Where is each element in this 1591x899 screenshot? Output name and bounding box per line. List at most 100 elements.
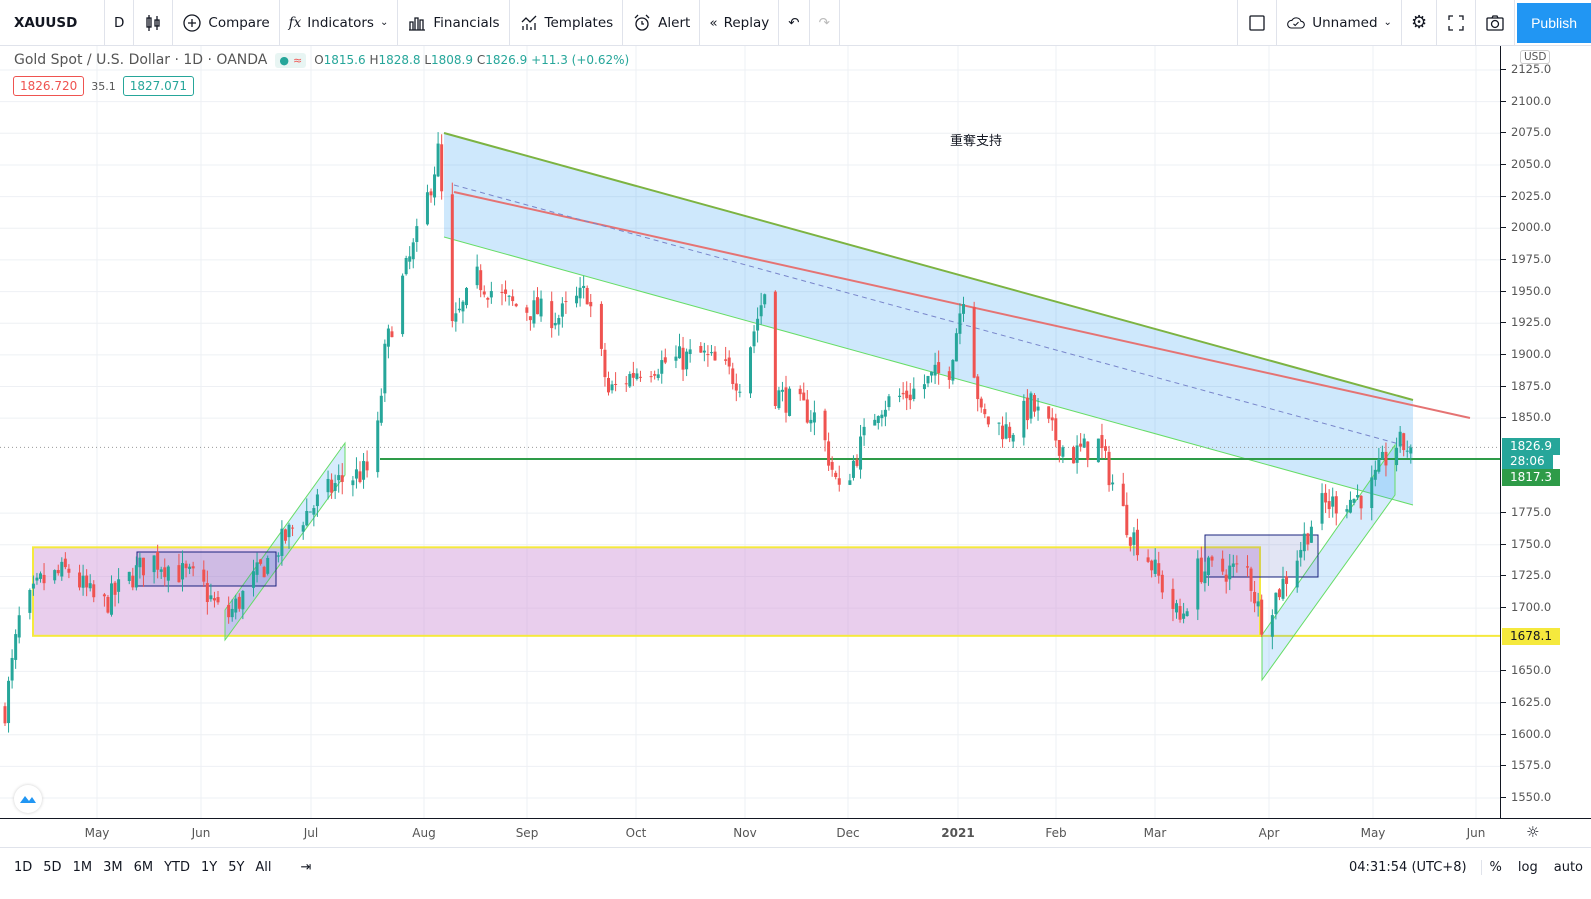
- candle-body: [589, 301, 593, 307]
- layout-name-button[interactable]: Unnamed ⌄: [1277, 0, 1402, 46]
- price-tick: 2025.0: [1500, 188, 1552, 203]
- candle-body: [1004, 424, 1008, 439]
- time-tick: Sep: [515, 826, 539, 840]
- price-chart[interactable]: [0, 46, 1500, 819]
- low-value: 1808.9: [431, 53, 474, 67]
- range-6m[interactable]: 6M: [133, 860, 154, 875]
- compare-button[interactable]: Compare: [173, 0, 280, 46]
- candle-body: [362, 461, 366, 480]
- candles-icon: [146, 14, 161, 31]
- candle-body: [1327, 501, 1331, 510]
- time-tick: Jun: [1466, 826, 1486, 840]
- candle-body: [713, 351, 717, 361]
- candle-body: [1246, 566, 1249, 568]
- indicators-button[interactable]: fx Indicators ⌄: [280, 0, 399, 46]
- range-5d[interactable]: 5D: [43, 860, 62, 875]
- candle-body: [411, 242, 415, 260]
- financials-button[interactable]: Financials: [398, 0, 510, 46]
- range-ytd[interactable]: YTD: [164, 860, 190, 875]
- range-3m[interactable]: 3M: [103, 860, 123, 875]
- time-tick: Jul: [303, 826, 319, 840]
- rewind-icon: «: [709, 14, 718, 31]
- auto-toggle[interactable]: auto: [1553, 860, 1583, 875]
- candle-body: [259, 559, 263, 564]
- price-tick: 1850.0: [1500, 410, 1552, 425]
- candle-body: [1281, 578, 1285, 599]
- goto-date-icon[interactable]: ⇥: [300, 860, 312, 875]
- replay-label: Replay: [723, 14, 770, 31]
- close-value: 1826.9: [485, 53, 528, 67]
- templates-button[interactable]: Templates: [510, 0, 624, 46]
- log-toggle[interactable]: log: [1517, 860, 1538, 875]
- range-all[interactable]: All: [255, 860, 272, 875]
- time-axis[interactable]: ☼ May Jun Jul Aug Sep Oct Nov Dec 2021 Feb Mar Apr M…: [0, 818, 1591, 847]
- range-1d[interactable]: 1D: [14, 860, 33, 875]
- candle-body: [482, 291, 486, 295]
- bar-chart-icon: [409, 16, 426, 31]
- candle-body: [301, 525, 305, 532]
- replay-button[interactable]: « Replay: [700, 0, 780, 46]
- candle-body: [1146, 557, 1150, 562]
- settings-button[interactable]: ⚙: [1402, 0, 1438, 46]
- candle-body: [578, 287, 582, 299]
- price-tick: 2050.0: [1500, 156, 1552, 171]
- tradingview-logo[interactable]: [14, 785, 42, 813]
- candle-body: [607, 377, 610, 393]
- publish-button[interactable]: Publish: [1517, 2, 1591, 43]
- redo-button[interactable]: ↷: [810, 0, 840, 46]
- candle-body: [1157, 563, 1161, 576]
- chart-type-button[interactable]: [134, 0, 174, 46]
- candle-body: [532, 300, 536, 324]
- candle-body: [53, 570, 57, 581]
- alert-button[interactable]: Alert: [623, 0, 701, 46]
- candle-body: [1036, 406, 1040, 411]
- range-1y[interactable]: 1Y: [200, 860, 218, 875]
- candle-body: [1302, 533, 1306, 552]
- candle-body: [1057, 440, 1061, 456]
- candle-body: [17, 615, 21, 638]
- currency-label[interactable]: USD: [1520, 50, 1551, 64]
- range-1m[interactable]: 1M: [72, 860, 93, 875]
- candle-body: [31, 583, 35, 589]
- candle-body: [536, 297, 539, 315]
- chart-annotation-text[interactable]: 重奪支持: [950, 134, 1003, 149]
- layout-toggle-button[interactable]: [1237, 0, 1278, 46]
- symbol-search[interactable]: XAUUSD: [0, 0, 105, 46]
- price-axis[interactable]: 2125.0 2100.0 2075.0 2050.0 2025.0 2000.0 1975…: [1500, 46, 1591, 819]
- range-5y[interactable]: 5Y: [228, 860, 245, 875]
- candle-body: [930, 371, 934, 376]
- candle-body: [376, 420, 380, 473]
- candle-body: [56, 569, 60, 574]
- candle-body: [92, 584, 96, 598]
- status-pill[interactable]: ● ≈: [275, 52, 307, 68]
- candle-body: [635, 373, 639, 379]
- candle-body: [85, 575, 89, 588]
- candle-body: [10, 657, 14, 681]
- candle-body: [859, 436, 863, 470]
- candle-body: [709, 352, 713, 354]
- candle-body: [624, 383, 628, 385]
- candle-body: [837, 478, 841, 485]
- candle-body: [454, 313, 458, 322]
- candle-body: [1160, 574, 1164, 593]
- clock[interactable]: 04:31:54 (UTC+8): [1348, 860, 1467, 875]
- sell-price-button[interactable]: 1826.720: [13, 76, 85, 96]
- price-tick: 2075.0: [1500, 125, 1552, 140]
- snapshot-button[interactable]: [1476, 0, 1516, 46]
- candle-body: [383, 343, 387, 394]
- candle-body: [798, 388, 802, 395]
- interval-button[interactable]: D: [105, 0, 135, 46]
- buy-price-button[interactable]: 1827.071: [122, 76, 195, 96]
- candle-body: [212, 598, 216, 601]
- fullscreen-button[interactable]: [1437, 0, 1477, 46]
- candle-body: [1256, 601, 1260, 607]
- candle-body: [1377, 458, 1381, 472]
- percent-toggle[interactable]: %: [1480, 860, 1510, 875]
- axis-settings-icon[interactable]: ☼: [1526, 823, 1540, 841]
- candle-body: [390, 331, 394, 338]
- bottom-toolbar: 1D 5D 1M 3M 6M YTD 1Y 5Y All ⇥ 04:31:54 (UTC+8) …: [0, 847, 1591, 887]
- candle-body: [351, 480, 355, 486]
- candle-body: [738, 391, 742, 393]
- undo-button[interactable]: ↶: [779, 0, 810, 46]
- candle-body: [489, 291, 493, 298]
